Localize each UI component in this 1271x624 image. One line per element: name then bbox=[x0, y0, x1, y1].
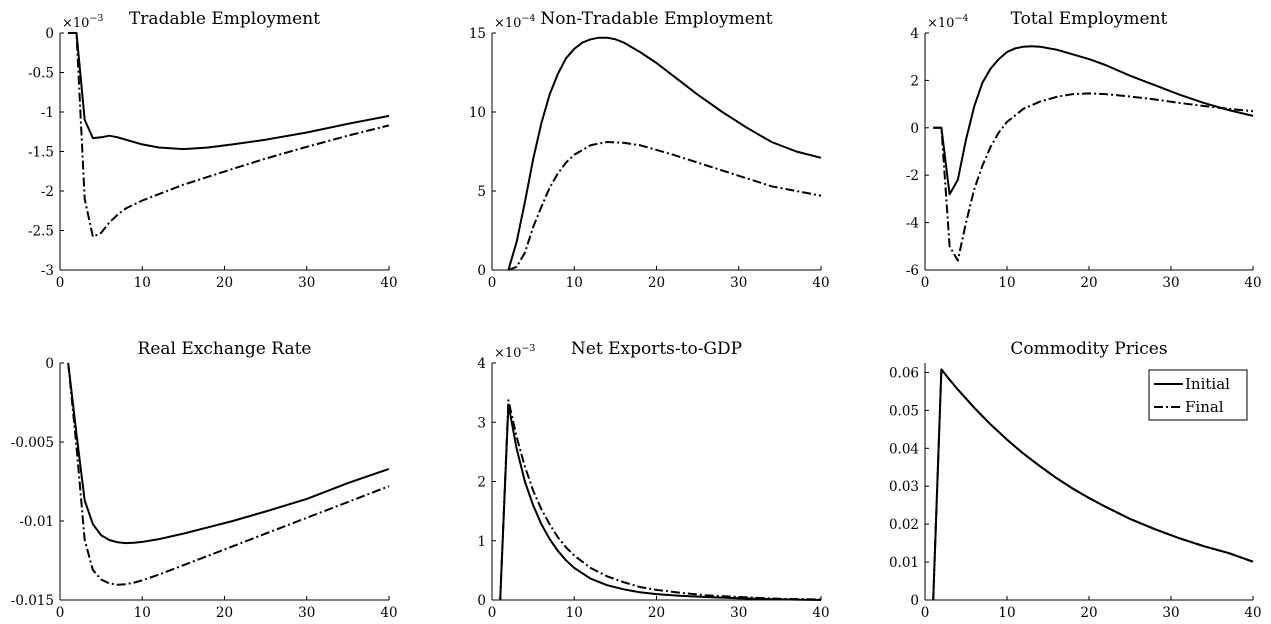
x-tick-label: 30 bbox=[298, 275, 315, 291]
y-tick-label: -2.5 bbox=[28, 224, 54, 240]
exponent-label: ×10−4 bbox=[927, 13, 968, 31]
x-tick-label: 0 bbox=[488, 275, 497, 291]
y-tick-label: 0 bbox=[477, 593, 486, 609]
y-tick-label: 0 bbox=[910, 121, 919, 137]
y-tick-label: -3 bbox=[41, 263, 54, 279]
y-tick-label: 4 bbox=[477, 356, 486, 372]
series-line-initial bbox=[507, 36, 822, 271]
x-tick-label: 20 bbox=[1080, 275, 1097, 291]
y-tick-label: -1.5 bbox=[28, 145, 54, 161]
x-tick-label: 20 bbox=[648, 275, 665, 291]
x-tick-label: 20 bbox=[1080, 605, 1097, 621]
y-tick-label: 0.04 bbox=[889, 441, 919, 457]
y-tick-label: 2 bbox=[910, 73, 919, 89]
legend-box bbox=[1148, 369, 1248, 421]
subplot-1: 0 10 20 30 40 -3 -2.5 -2 -1.5 -1 -0.5 0 ×10−3 Tradabl… bbox=[28, 9, 398, 291]
y-tick-label: 4 bbox=[910, 26, 919, 42]
legend-label-final: Final bbox=[1185, 398, 1224, 416]
x-tick-label: 0 bbox=[488, 605, 497, 621]
y-tick-label: -2 bbox=[906, 168, 919, 184]
subplot-5: 0 10 20 30 40 0 1 2 3 4 ×10−3 Net Exports-to-GDP bbox=[477, 339, 829, 621]
exponent-label: ×10−4 bbox=[494, 13, 535, 31]
x-tick-label: 10 bbox=[998, 605, 1015, 621]
x-tick-label: 40 bbox=[380, 605, 397, 621]
x-tick-label: 10 bbox=[998, 275, 1015, 291]
y-tick-label: 10 bbox=[469, 105, 486, 121]
series-line-final bbox=[508, 141, 822, 271]
series-line-final bbox=[68, 32, 390, 238]
y-tick-label: -1 bbox=[41, 105, 54, 121]
y-tick-label: 0.03 bbox=[889, 479, 919, 495]
x-tick-label: 40 bbox=[1244, 275, 1261, 291]
y-tick-label: -0.01 bbox=[19, 514, 54, 530]
y-tick-label: 15 bbox=[469, 26, 486, 42]
legend: Initial Final bbox=[1148, 369, 1248, 421]
x-tick-label: 10 bbox=[566, 275, 583, 291]
x-tick-label: 40 bbox=[380, 275, 397, 291]
x-tick-label: 30 bbox=[298, 605, 315, 621]
y-tick-label: -6 bbox=[906, 263, 919, 279]
y-tick-label: 0.05 bbox=[889, 403, 919, 419]
subplot-title: Tradable Employment bbox=[129, 9, 320, 29]
subplot-title: Total Employment bbox=[1011, 9, 1168, 29]
x-tick-label: 10 bbox=[134, 605, 151, 621]
y-tick-label: 0.01 bbox=[889, 555, 919, 571]
y-tick-label: 0.06 bbox=[889, 365, 919, 381]
y-tick-label: 0 bbox=[910, 593, 919, 609]
y-tick-label: -0.5 bbox=[28, 66, 54, 82]
y-tick-label: 2 bbox=[477, 475, 486, 491]
x-tick-label: 30 bbox=[730, 605, 747, 621]
x-tick-label: 20 bbox=[216, 605, 233, 621]
x-tick-label: 10 bbox=[566, 605, 583, 621]
x-tick-label: 20 bbox=[648, 605, 665, 621]
x-tick-label: 30 bbox=[1162, 605, 1179, 621]
series-line-initial bbox=[68, 32, 390, 151]
series-line-final bbox=[67, 362, 390, 586]
y-tick-label: 0 bbox=[45, 26, 54, 42]
x-tick-label: 20 bbox=[216, 275, 233, 291]
y-tick-label: -0.005 bbox=[11, 435, 54, 451]
y-tick-label: -0.015 bbox=[11, 593, 54, 609]
y-tick-label: 5 bbox=[477, 184, 486, 200]
subplot-4: 0 10 20 30 40 -0.015 -0.01 -0.005 0 Real Exchange… bbox=[11, 339, 398, 621]
x-tick-label: 40 bbox=[1244, 605, 1261, 621]
subplot-title: Net Exports-to-GDP bbox=[571, 339, 742, 359]
subplot-title: Real Exchange Rate bbox=[138, 339, 312, 359]
x-tick-label: 0 bbox=[56, 605, 65, 621]
y-tick-label: 0.02 bbox=[889, 517, 919, 533]
y-tick-label: 1 bbox=[477, 534, 486, 550]
legend-label-initial: Initial bbox=[1185, 375, 1230, 393]
x-tick-label: 40 bbox=[812, 275, 829, 291]
x-tick-label: 10 bbox=[134, 275, 151, 291]
x-tick-label: 30 bbox=[1162, 275, 1179, 291]
subplot-6: 0 10 20 30 40 0 0.01 0.02 0.03 0.04 0.05 0.06 Commod… bbox=[889, 339, 1262, 621]
series-line-final bbox=[932, 368, 1254, 601]
series-line-final bbox=[933, 92, 1254, 262]
x-tick-label: 30 bbox=[730, 275, 747, 291]
subplot-title: Non-Tradable Employment bbox=[540, 9, 772, 29]
series-line-initial bbox=[67, 362, 390, 545]
x-tick-label: 0 bbox=[921, 605, 930, 621]
y-tick-label: -4 bbox=[906, 216, 919, 232]
subplot-3: 0 10 20 30 40 -6 -4 -2 0 2 4 ×10−4 Total Employment bbox=[906, 9, 1262, 291]
subplot-2: 0 10 20 30 40 0 5 10 15 ×10−4 Non-Tradable Employm… bbox=[469, 9, 830, 291]
y-tick-label: -2 bbox=[41, 184, 54, 200]
exponent-label: ×10−3 bbox=[62, 13, 103, 31]
y-tick-label: 0 bbox=[45, 356, 54, 372]
x-tick-label: 0 bbox=[56, 275, 65, 291]
series-line-initial bbox=[499, 403, 822, 601]
x-tick-label: 0 bbox=[921, 275, 930, 291]
y-tick-label: 0 bbox=[477, 263, 486, 279]
x-tick-label: 40 bbox=[812, 605, 829, 621]
series-line-final bbox=[499, 399, 822, 601]
series-line-initial bbox=[933, 45, 1254, 196]
exponent-label: ×10−3 bbox=[494, 343, 535, 361]
y-tick-label: 3 bbox=[477, 415, 486, 431]
subplot-title: Commodity Prices bbox=[1010, 339, 1167, 359]
